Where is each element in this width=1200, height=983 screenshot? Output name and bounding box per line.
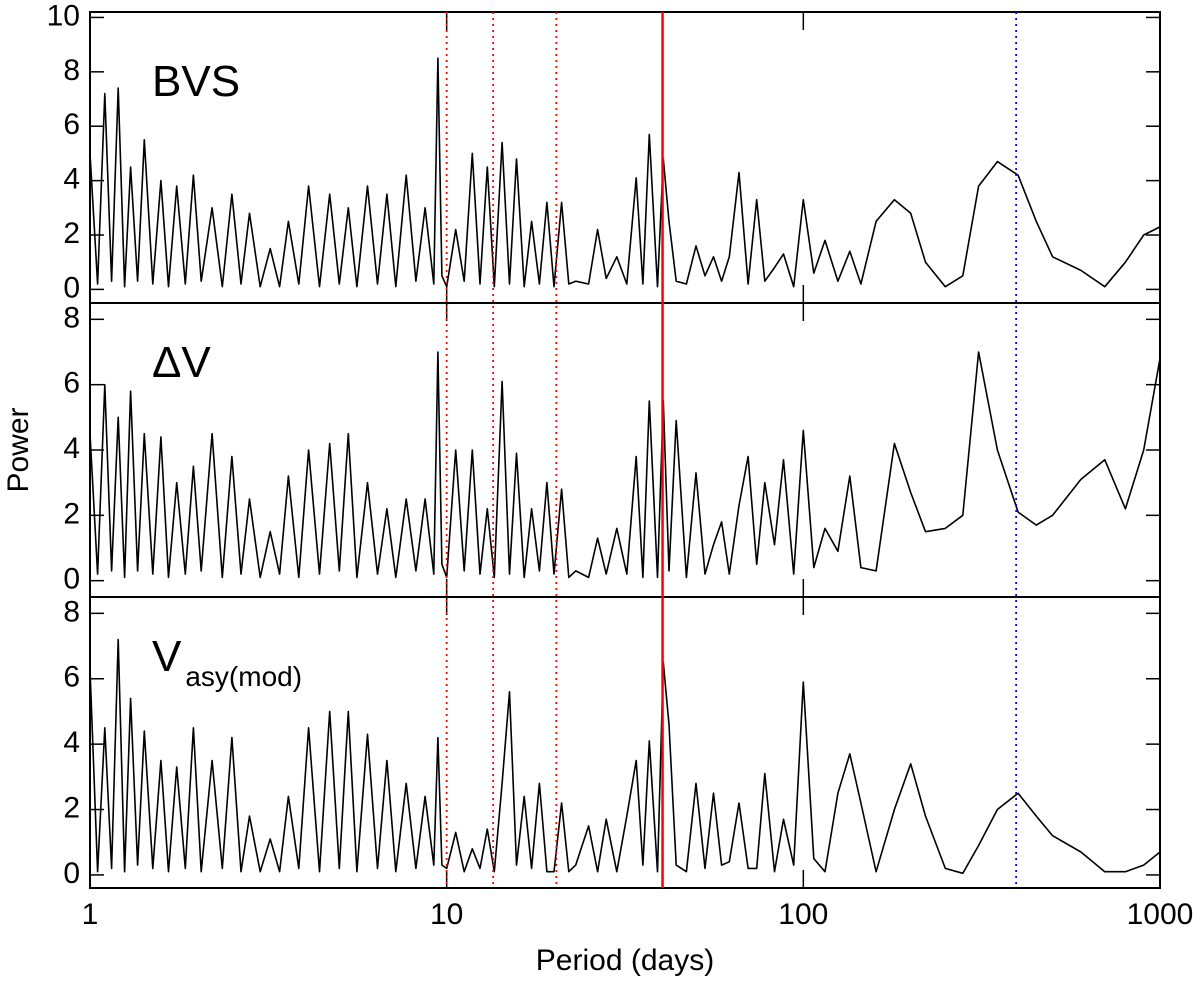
y-tick-label: 6: [63, 367, 80, 400]
panel-frame: [89, 11, 1161, 304]
y-tick-label: 6: [63, 108, 80, 141]
panel-title-text: BVS: [152, 57, 240, 106]
y-tick-label: 10: [47, 0, 80, 32]
panel-title-subscript: asy(mod): [185, 661, 302, 692]
y-tick-label: 2: [63, 497, 80, 530]
y-tick-label: 4: [63, 163, 80, 196]
x-tick-label: 1000: [1127, 898, 1194, 931]
y-tick-label: 6: [63, 661, 80, 694]
panel-frame: [89, 302, 1161, 598]
panel-frame: [89, 596, 1161, 889]
y-tick-label: 0: [63, 271, 80, 304]
y-tick-label: 4: [63, 726, 80, 759]
x-axis-label: Period (days): [536, 944, 714, 977]
y-tick-label: 2: [63, 791, 80, 824]
y-tick-label: 0: [63, 563, 80, 596]
periodogram-line: [89, 57, 1161, 288]
panel-title-text: V: [152, 632, 182, 681]
y-tick-label: 8: [63, 54, 80, 87]
y-tick-label: 4: [63, 432, 80, 465]
periodogram-line: [89, 351, 1161, 579]
y-tick-label: 8: [63, 301, 80, 334]
y-tick-label: 8: [63, 595, 80, 628]
y-axis-label: Power: [2, 407, 35, 492]
panel-title: ΔV: [152, 338, 211, 387]
x-tick-label: 100: [778, 898, 828, 931]
panel-title: BVS: [152, 57, 240, 106]
periodogram-line: [89, 638, 1161, 875]
panel-title-text: ΔV: [152, 338, 211, 387]
x-tick-label: 10: [430, 898, 463, 931]
y-tick-label: 0: [63, 857, 80, 890]
y-tick-label: 2: [63, 217, 80, 250]
x-tick-label: 1: [82, 898, 99, 931]
